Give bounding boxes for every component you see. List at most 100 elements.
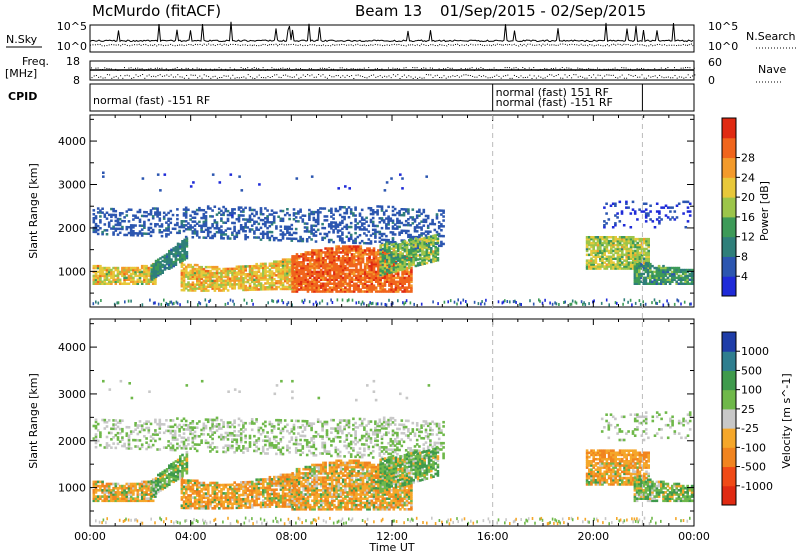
nave-dot: [411, 76, 412, 77]
nave-dot: [584, 78, 585, 79]
heatmap-cell: [211, 209, 214, 212]
freq-dot: [199, 68, 200, 69]
heatmap-cell: [423, 209, 426, 212]
nave-dot: [369, 76, 370, 77]
heatmap-cell: [354, 218, 357, 221]
ground-scatter-cell: [356, 301, 358, 304]
freq-dot: [146, 69, 147, 70]
freq-dot: [326, 68, 327, 69]
ground-scatter-cell: [154, 301, 156, 304]
freq-dot: [623, 67, 624, 68]
colorbar-tick-label: 28: [741, 152, 755, 165]
nave-dot: [120, 75, 121, 76]
heatmap-cell: [394, 208, 397, 211]
freq-dot: [516, 67, 517, 68]
freq-dot: [434, 69, 435, 70]
nave-dot: [598, 75, 599, 76]
colorbar-tick-label: 12: [741, 231, 755, 244]
nave-dot: [587, 78, 588, 79]
nave-dot: [171, 74, 172, 75]
heatmap-cell: [315, 234, 318, 237]
nave-dot: [450, 76, 451, 77]
nave-dot: [664, 77, 665, 78]
heatmap-cell: [280, 225, 283, 228]
heatmap-cell: [220, 225, 223, 228]
nave-dot: [309, 75, 310, 76]
freq-dot: [318, 69, 319, 70]
freq-dot: [597, 68, 598, 69]
nave-dot: [551, 74, 552, 75]
heatmap-cell: [605, 222, 608, 225]
heatmap-cell: [687, 220, 690, 223]
freq-dot: [282, 68, 283, 69]
heatmap-cell: [350, 234, 353, 237]
cpid-label: CPID: [8, 90, 37, 103]
heatmap-cell: [359, 213, 362, 216]
ground-scatter-cell: [161, 303, 163, 306]
nave-dot: [158, 75, 159, 76]
freq-dot: [179, 69, 180, 70]
freq-dot: [236, 70, 237, 71]
ground-scatter-cell: [678, 299, 680, 302]
freq-dot: [106, 68, 107, 69]
nave-dot: [153, 76, 154, 77]
heatmap-cell: [238, 175, 241, 178]
nave-dot: [521, 75, 522, 76]
nave-dot: [417, 78, 418, 79]
heatmap-cell: [311, 175, 314, 178]
heatmap-cell: [674, 210, 677, 213]
nave-dot: [384, 76, 385, 77]
nave-dot: [679, 76, 680, 77]
nave-dot: [261, 77, 262, 78]
heatmap-cell: [258, 183, 261, 186]
freq-dot: [628, 69, 629, 70]
heatmap-cell: [119, 232, 122, 235]
nave-dot: [118, 78, 119, 79]
nave-dot: [661, 76, 662, 77]
freq-dot: [335, 69, 336, 70]
heatmap-cell: [106, 233, 109, 236]
ground-scatter-cell: [663, 304, 665, 307]
ground-scatter-cell: [187, 300, 189, 303]
freq-dot: [234, 69, 235, 70]
nsky-left-tick-top: 10^5: [57, 20, 87, 33]
freq-dot: [271, 67, 272, 68]
freq-dot: [399, 69, 400, 70]
freq-dot: [212, 70, 213, 71]
freq-dot: [634, 69, 635, 70]
nave-dot: [437, 75, 438, 76]
cpid-entry: normal (fast) -151 RF: [93, 94, 210, 107]
nave-dot: [347, 75, 348, 76]
nave-dot: [371, 75, 372, 76]
ground-scatter-cell: [444, 301, 446, 304]
freq-dot: [465, 68, 466, 69]
heatmap-cell: [365, 221, 368, 224]
heatmap-cell: [288, 214, 291, 217]
freq-dot: [144, 70, 145, 71]
freq-dot: [667, 67, 668, 68]
ground-scatter-cell: [450, 299, 452, 302]
nave-dot: [175, 76, 176, 77]
nave-dot: [230, 78, 231, 79]
freq-dot: [417, 67, 418, 68]
heatmap-cell: [99, 227, 102, 230]
nsky-left-label: N.Sky: [6, 33, 38, 46]
freq-dot: [258, 68, 259, 69]
heatmap-cell: [95, 215, 98, 218]
heatmap-cell: [227, 289, 230, 292]
y-tick-label: 2000: [58, 222, 86, 235]
freq-dot: [227, 70, 228, 71]
heatmap-cell: [623, 224, 626, 227]
freq-dot: [353, 68, 354, 69]
freq-dot: [652, 70, 653, 71]
ground-scatter-cell: [588, 302, 590, 305]
heatmap-cell: [302, 218, 305, 221]
freq-dot: [111, 68, 112, 69]
nave-dot: [637, 77, 638, 78]
ground-scatter-cell: [520, 303, 522, 306]
freq-dot: [260, 70, 261, 71]
freq-dot: [247, 67, 248, 68]
heatmap-cell: [401, 177, 404, 180]
heatmap-cell: [416, 230, 419, 233]
